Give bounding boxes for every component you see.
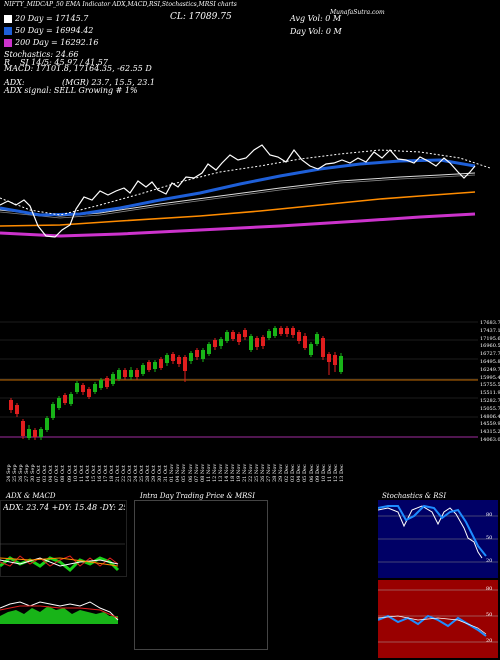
stoch-k-line [378,505,483,559]
price-label: 16727.7 [480,351,500,358]
stoch-level-20: 20 [486,558,493,564]
stoch-lines [378,504,498,563]
legend-swatch-50 [4,26,12,35]
r-readout: R [4,58,11,67]
macd-signal [0,605,119,619]
ema50-line [0,158,476,217]
ema20-line [0,144,476,238]
stoch-d-line [378,504,487,557]
date-label: 12 Nov [211,463,218,482]
rsi-level-50: 50 [486,612,493,618]
rsi-level-20: 20 [486,638,493,644]
date-label: 09 Dec [314,464,321,482]
adx-white-line [0,557,119,567]
date-label: 12 Dec [332,464,339,482]
price-label: 16249.7 [480,366,500,373]
date-label: 05 Dec [302,464,309,482]
adx-lines [0,543,125,573]
price-label: 16960.5 [480,343,500,350]
legend-20day: 20 Day = 17145.7 [4,13,88,24]
adx-orange-line [0,557,119,567]
price-label: 17437.1 [480,327,500,334]
site-label[interactable]: MunafaSutra.com [330,9,385,16]
date-label: 10 Dec [320,464,327,482]
stoch-level-80: 80 [486,512,493,518]
stoch-level-50: 50 [486,535,493,541]
legend-label-200: 200 Day = 16292.16 [15,38,99,47]
date-label: 11 Nov [205,463,212,482]
date-label: 06 Dec [308,464,315,482]
price-label: 14315.2 [480,429,500,436]
price-label: 17683.7 [480,320,500,326]
date-label: 14 Nov [223,463,230,482]
mgr-readout: (MGR) 23.7, 15.5, 23.1 [62,78,155,87]
adx-readout: ADX: 23.74 +DY: 15.48 -DY: 25.11 [3,503,125,512]
date-label: 17 Oct [102,465,109,482]
date-label: 11 Oct [78,465,85,482]
price-label: 17195.6 [480,335,500,342]
adx-red-line [0,555,119,567]
macd-readout: MACD: 17101.8, 17164.35, -62.55 D [4,64,152,73]
price-label: 15055.7 [480,405,500,412]
date-label: 06 Nov [187,463,194,482]
adx-signal: ADX signal: SELL Growing # 1% [4,86,138,95]
si-readout: SI 14/5: 45.97 / 41.57 [20,58,108,67]
avg-vol-label: Avg Vol: 0 M [290,14,342,23]
date-label: 15 Oct [90,465,97,482]
price-label: 15511.9 [480,390,500,397]
ema-chart [0,144,491,238]
price-label: 15995.4 [480,374,500,381]
price-label: 14806.4 [480,413,500,420]
macd-lines [0,601,119,624]
date-label: 10 Oct [72,465,79,482]
macd-line [0,601,119,621]
candle-chart [0,321,478,440]
date-label: 18 Oct [108,465,115,482]
date-label: 21 Oct [114,465,121,482]
rsi-lines [378,589,498,643]
rsi-white-line [378,615,487,635]
day-vol-label: Day Vol: 0 M [290,27,342,36]
adx-label: ADX: [4,78,25,87]
rsi-line [378,614,487,637]
rsi-level-80: 80 [486,586,493,592]
date-label: 05 Nov [181,463,188,482]
price-label: 15755.5 [480,382,500,389]
candles [9,326,343,440]
ema100-line [0,172,476,217]
legend-swatch-200 [4,38,12,47]
price-label: 15282.7 [480,398,500,404]
date-label: 13 Dec [338,464,345,482]
date-label: 11 Dec [326,464,333,482]
date-label: 14 Oct [84,465,91,482]
ema200-line [0,212,476,238]
ema100b-line [0,174,476,219]
macd-hist [0,606,118,624]
date-label: 08 Nov [199,463,206,482]
price-label: 14559.9 [480,421,500,428]
date-label: 19 Nov [235,463,242,482]
date-label: 09 Oct [66,465,73,482]
legend-label-20: 20 Day = 17145.7 [15,14,89,23]
legend-200day: 200 Day = 16292.16 [4,37,98,48]
date-label: 18 Nov [229,463,236,482]
orange-line [0,191,476,227]
legend-50day: 50 Day = 16994.42 [4,25,93,36]
stoch-title: Stochastics & RSI [382,492,447,500]
date-label: 13 Nov [217,463,224,482]
date-label: 16 Oct [96,465,103,482]
intraday-panel [134,500,268,650]
legend-label-50: 50 Day = 16994.42 [15,26,94,35]
close-label: CL: 17089.75 [170,12,232,22]
intraday-title: Intra Day Trading Price & MRSI [140,492,255,500]
header-title: NIFTY_MIDCAP_50 EMA Indicator ADX,MACD,R… [4,1,237,8]
price-label: 14063.0 [480,437,500,443]
dotted-line [0,149,491,216]
date-label: 08 Oct [60,465,67,482]
date-label: 07 Nov [193,463,200,482]
price-label: 16495.8 [480,359,500,365]
legend-swatch-20 [4,14,12,23]
stoch-readout: Stochastics: 24.66 [4,50,79,59]
adx-macd-title: ADX & MACD [6,492,56,500]
